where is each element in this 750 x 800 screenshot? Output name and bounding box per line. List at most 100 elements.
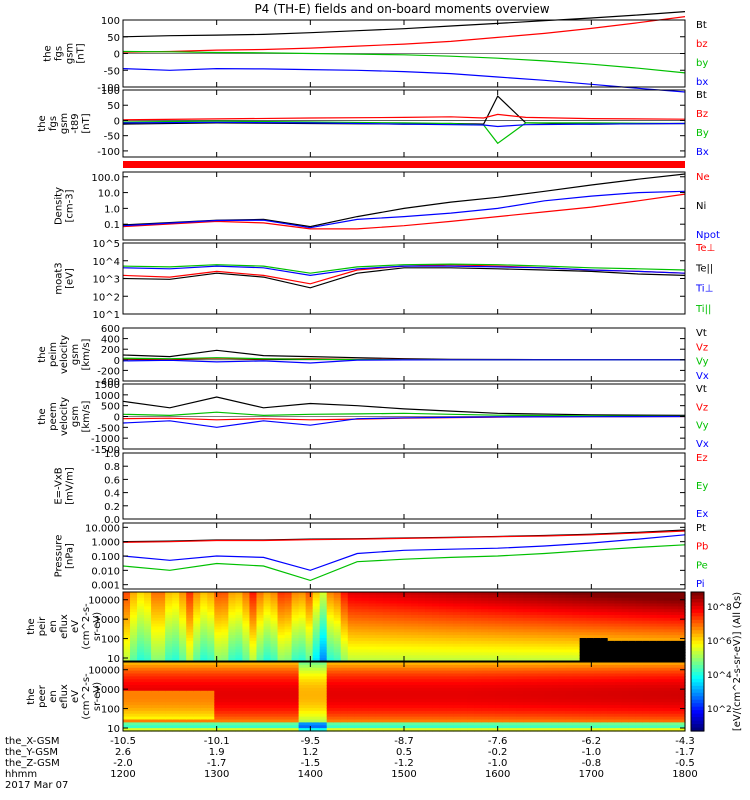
heatmap-cell: [418, 679, 426, 683]
heatmap-cell: [144, 629, 152, 633]
heatmap-cell: [130, 719, 138, 723]
heatmap-cell: [446, 710, 454, 715]
heatmap-cell: [425, 626, 433, 630]
heatmap-cell: [312, 643, 321, 648]
heatmap-cell: [179, 600, 187, 605]
heatmap-cell: [144, 592, 152, 596]
heatmap-cell: [607, 629, 616, 633]
heatmap-cell: [298, 649, 307, 653]
heatmap-cell: [670, 667, 679, 672]
heatmap-cell: [186, 716, 194, 721]
heatmap-cell: [460, 623, 468, 628]
heatmap-cell: [586, 719, 595, 723]
heatmap-cell: [277, 629, 286, 633]
heatmap-cell: [340, 640, 349, 645]
heatmap-cell: [677, 635, 686, 639]
heatmap-cell: [537, 646, 546, 651]
heatmap-cell: [460, 719, 468, 723]
heatmap-cell: [368, 719, 377, 723]
heatmap-cell: [474, 658, 482, 662]
heatmap-cell: [523, 708, 532, 712]
heatmap-cell: [375, 664, 384, 669]
heatmap-cell: [460, 609, 468, 613]
heatmap-cell: [298, 690, 307, 695]
heatmap-cell: [621, 632, 630, 636]
heatmap-cell: [340, 643, 349, 648]
heatmap-cell: [425, 664, 433, 669]
heatmap-cell: [221, 716, 229, 721]
heatmap-cell: [340, 632, 349, 636]
heatmap-cell: [523, 722, 532, 726]
heatmap-cell: [172, 638, 180, 642]
heatmap-cell: [614, 615, 623, 619]
heatmap-cell: [453, 670, 461, 675]
heatmap-cell: [214, 690, 222, 695]
heatmap-cell: [607, 609, 616, 613]
heatmap-cell: [621, 643, 630, 648]
heatmap-cell: [425, 646, 433, 651]
heatmap-cell: [319, 606, 328, 610]
heatmap-cell: [530, 667, 539, 672]
heatmap-cell: [242, 708, 251, 712]
heatmap-cell: [488, 597, 496, 602]
heatmap-cell: [179, 623, 187, 628]
heatmap-cell: [361, 687, 370, 692]
heatmap-cell: [516, 725, 525, 729]
heatmap-cell: [474, 725, 482, 729]
heatmap-cell: [516, 708, 525, 712]
heatmap-cell: [361, 623, 370, 628]
heatmap-cell: [446, 603, 454, 607]
heatmap-cell: [375, 629, 384, 633]
heatmap-cell: [158, 708, 166, 712]
heatmap-cell: [200, 658, 208, 662]
heatmap-cell: [558, 626, 567, 630]
heatmap-cell: [396, 617, 405, 622]
heatmap-cell: [277, 620, 286, 625]
heatmap-cell: [502, 609, 510, 613]
heatmap-cell: [130, 652, 138, 656]
heatmap-cell: [291, 676, 300, 680]
heatmap-cell: [544, 662, 553, 666]
heatmap-cell: [221, 617, 229, 622]
y-tick-label: 10000: [88, 666, 120, 677]
heatmap-cell: [165, 606, 173, 610]
heatmap-cell: [123, 664, 131, 669]
heatmap-cell: [467, 635, 475, 639]
heatmap-cell: [368, 626, 377, 630]
heatmap-cell: [396, 662, 405, 666]
heatmap-cell: [144, 722, 152, 726]
heatmap-cell: [340, 615, 349, 619]
heatmap-cell: [656, 679, 665, 683]
heatmap-cell: [158, 606, 166, 610]
heatmap-cell: [516, 655, 525, 659]
heatmap-cell: [649, 716, 658, 721]
heatmap-cell: [530, 643, 539, 648]
heatmap-cell: [312, 705, 321, 709]
heatmap-cell: [593, 652, 602, 656]
heatmap-cell: [670, 710, 679, 715]
heatmap-cell: [572, 655, 581, 659]
heatmap-cell: [298, 643, 307, 648]
heatmap-cell: [572, 713, 581, 718]
heatmap-cell: [656, 620, 665, 625]
heatmap-cell: [579, 679, 588, 683]
heatmap-cell: [551, 699, 560, 703]
heatmap-cell: [326, 643, 335, 648]
series-line-Bt: [122, 11, 686, 38]
heatmap-cell: [635, 646, 644, 651]
heatmap-cell: [291, 655, 300, 659]
heatmap-cell: [354, 606, 363, 610]
heatmap-cell: [130, 658, 138, 662]
heatmap-cell: [326, 676, 335, 680]
heatmap-cell: [621, 719, 630, 723]
heatmap-cell: [326, 690, 335, 695]
heatmap-cell: [221, 690, 229, 695]
heatmap-cell: [481, 643, 489, 648]
heatmap-cell: [382, 682, 391, 686]
heatmap-cell: [179, 597, 187, 602]
heatmap-cell: [256, 699, 265, 703]
heatmap-cell: [593, 632, 602, 636]
heatmap-cell: [396, 643, 405, 648]
heatmap-cell: [404, 705, 412, 709]
heatmap-cell: [158, 597, 166, 602]
